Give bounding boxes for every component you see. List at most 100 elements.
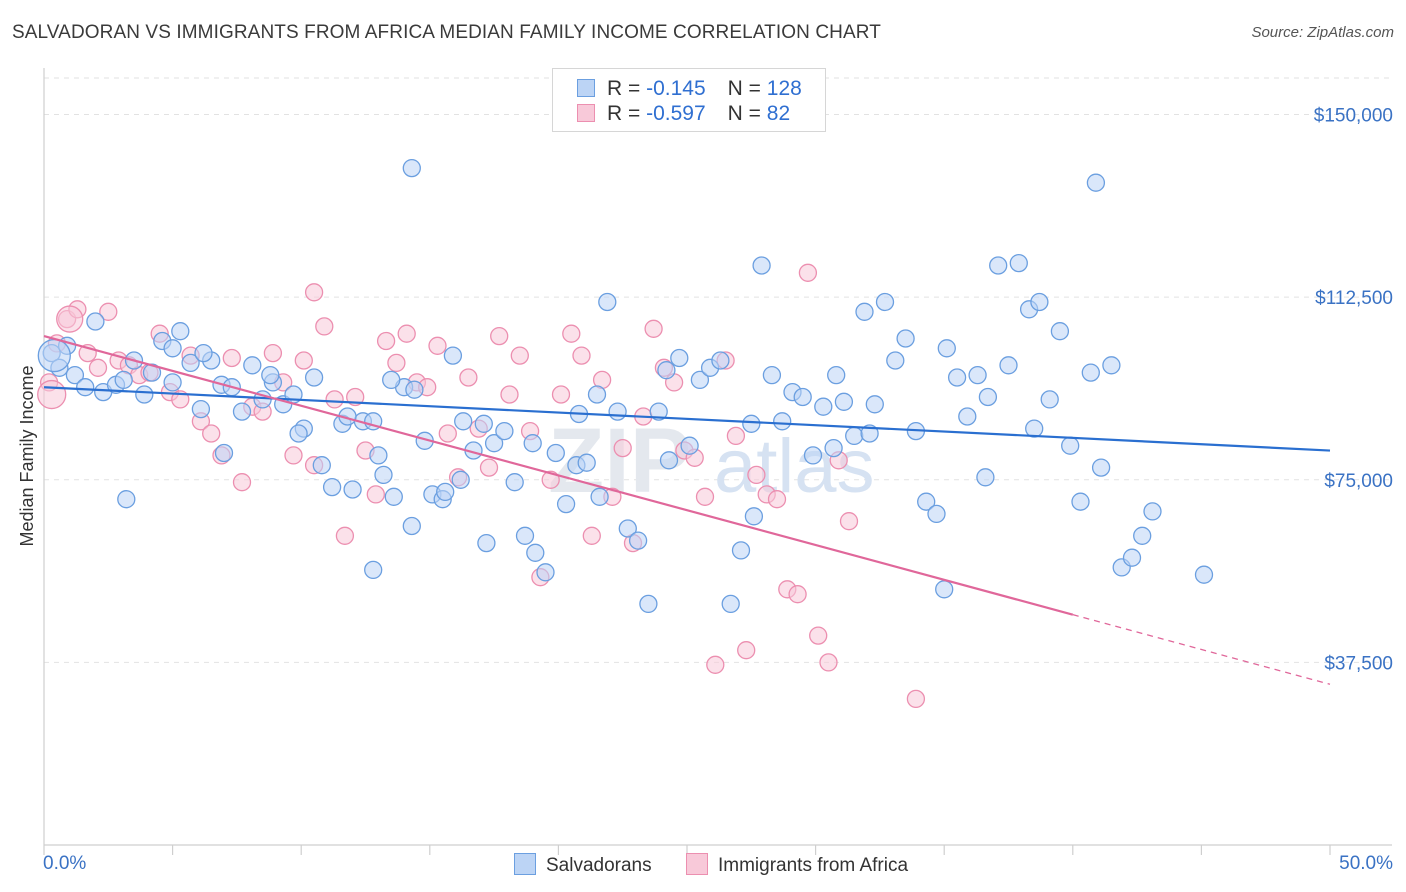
point-salvadorans [171,322,190,341]
point-salvadorans [1061,436,1080,455]
point-salvadorans [896,329,915,348]
point-salvadorans [142,363,162,382]
point-salvadorans [163,373,182,392]
point-salvadorans [436,482,455,502]
point-salvadorans [1086,173,1106,192]
point-salvadorans [163,339,182,358]
point-immigrants-from-africa [500,385,519,404]
point-immigrants-from-africa [376,331,396,351]
point-salvadorans [369,446,388,465]
point-salvadorans [181,353,200,373]
y-axis-label: Median Family Income [17,365,37,546]
legend-r-label: R = [607,102,647,125]
point-salvadorans [505,473,524,492]
point-salvadorans [744,507,764,526]
point-salvadorans [590,487,609,506]
point-immigrants-from-africa [479,458,499,477]
point-salvadorans [556,494,576,514]
point-salvadorans [711,351,730,370]
point-salvadorans [855,302,874,321]
point-immigrants-from-africa [644,319,663,338]
point-salvadorans [443,346,463,365]
point-salvadorans [1050,322,1070,341]
legend-swatch-blue [577,79,595,97]
correlation-legend: R = -0.145 N = 128 R = -0.597 N = 82 [552,68,826,132]
point-immigrants-from-africa [366,485,385,504]
bottom-legend-label: Salvadorans [546,855,652,876]
point-immigrants-from-africa [572,346,591,365]
point-immigrants-from-africa [809,626,828,645]
cluster-salvadorans [37,338,71,373]
point-immigrants-from-africa [906,689,926,709]
point-salvadorans [374,465,393,485]
point-immigrants-from-africa [263,343,283,363]
bottom-legend-immigrants-from-africa: Immigrants from Africa [686,853,908,877]
point-salvadorans [803,446,823,465]
point-immigrants-from-africa [222,348,241,368]
y-tick-label-1: $75,000 [1324,471,1393,492]
point-immigrants-from-africa [839,512,859,531]
point-immigrants-from-africa [737,641,756,660]
point-salvadorans [243,356,262,375]
point-salvadorans [690,370,710,390]
point-salvadorans [762,365,782,385]
point-salvadorans [536,563,555,582]
point-salvadorans [117,490,136,509]
point-salvadorans [1091,458,1111,477]
point-immigrants-from-africa [387,353,406,373]
point-immigrants-from-africa [562,324,581,343]
point-salvadorans [989,256,1008,275]
point-salvadorans [814,397,833,416]
point-salvadorans [86,312,105,331]
point-salvadorans [76,378,95,397]
point-salvadorans [1102,356,1121,375]
y-tick-label-0: $37,500 [1324,653,1393,674]
y-tick-label-2: $112,500 [1315,288,1393,309]
trend-line-immigrants-from-africa [43,335,1074,616]
point-salvadorans [232,402,252,421]
point-salvadorans [577,453,596,472]
point-immigrants-from-africa [232,473,252,492]
bottom-legend-swatch-blue [514,853,536,875]
point-salvadorans [608,402,627,421]
point-salvadorans [958,407,977,426]
point-salvadorans [384,487,403,506]
point-salvadorans [773,412,792,431]
point-salvadorans [135,385,154,404]
legend-n-value: 82 [766,102,791,125]
point-salvadorans [343,480,362,499]
point-salvadorans [364,560,383,580]
y-tick-label-3: $150,000 [1314,106,1393,127]
point-immigrants-from-africa [490,326,509,346]
point-salvadorans [865,395,884,414]
point-salvadorans [65,365,85,385]
point-salvadorans [191,399,211,419]
point-salvadorans [824,438,843,458]
axes [43,68,1392,855]
point-salvadorans [845,426,864,446]
point-salvadorans [402,158,421,178]
point-immigrants-from-africa [747,465,766,485]
point-salvadorans [114,370,133,390]
point-salvadorans [1133,526,1152,545]
point-salvadorans [1081,363,1100,382]
cluster-immigrants-from-africa [56,305,84,333]
point-salvadorans [1025,419,1044,438]
point-immigrants-from-africa [294,351,313,370]
point-immigrants-from-africa [798,263,818,282]
point-salvadorans [598,292,617,312]
point-salvadorans [628,531,648,550]
legend-n-value: 128 [766,77,802,100]
point-immigrants-from-africa [99,302,118,321]
point-salvadorans [261,365,280,385]
point-immigrants-from-africa [613,438,632,458]
legend-row-salvadorans: R = -0.145 N = 128 [577,77,802,101]
x-tick-label-max: 50.0% [1339,853,1393,874]
point-salvadorans [526,543,545,562]
point-salvadorans [657,361,676,380]
point-salvadorans [1194,565,1214,584]
point-immigrants-from-africa [582,526,601,545]
point-salvadorans [289,424,308,443]
point-immigrants-from-africa [335,526,355,545]
